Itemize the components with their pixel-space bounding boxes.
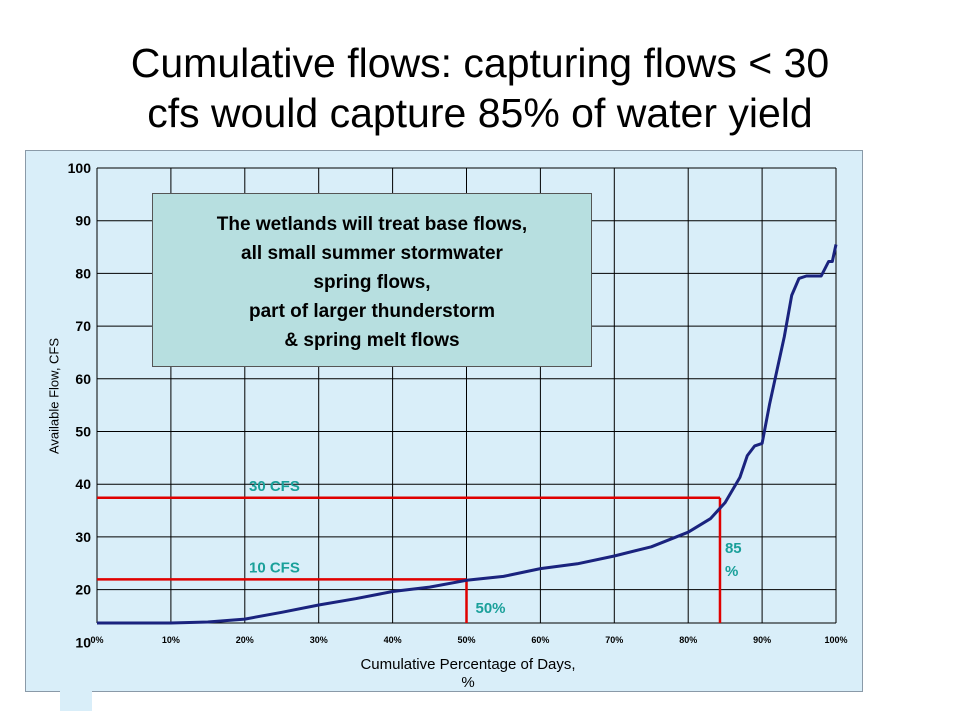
slide-title: Cumulative flows: capturing flows < 30 c… <box>0 38 960 138</box>
y-tick-label: 70 <box>75 318 91 334</box>
annotation-line-1: The wetlands will treat base flows, <box>216 214 528 235</box>
x-axis-label: Cumulative Percentage of Days, % <box>360 656 575 692</box>
x-tick-label: 90% <box>753 635 771 645</box>
marker-labels: 30 CFS 10 CFS 50% 85% <box>249 478 742 617</box>
y-tick-label: 50 <box>75 424 91 440</box>
annotation-line-2: all small summer stormwater <box>241 243 503 264</box>
y-axis-bottom-strip <box>60 683 92 711</box>
x-tick-label: 50% <box>457 635 475 645</box>
y-tick-label: 60 <box>75 371 91 387</box>
x-tick-label: 20% <box>236 635 254 645</box>
cumulative-flow-curve <box>97 244 838 625</box>
y-tick-label: 90 <box>75 213 91 229</box>
label-10cfs: 10 CFS <box>249 559 300 576</box>
x-tick-label: 80% <box>679 635 697 645</box>
axis-tick-labels: 10090807060504030201000%10%20%30%40%50%6… <box>68 160 848 703</box>
title-line-1: Cumulative flows: capturing flows < 30 <box>130 40 830 86</box>
label-85pct-line: % <box>725 563 738 580</box>
y-tick-label: 80 <box>75 265 91 281</box>
y-tick-label: 100 <box>68 160 92 176</box>
x-tick-label: 40% <box>384 635 402 645</box>
annotation-line-4: part of larger thunderstorm <box>249 301 495 322</box>
y-tick-label: 10 <box>75 634 91 650</box>
x-axis-label-line-2: % <box>461 674 475 691</box>
x-tick-label: 60% <box>531 635 549 645</box>
y-tick-label: 20 <box>75 582 91 598</box>
annotation-box: The wetlands will treat base flows, all … <box>152 193 592 367</box>
x-tick-label: 100% <box>824 635 847 645</box>
label-85pct-line: 85 <box>725 540 742 557</box>
x-tick-label: 10% <box>162 635 180 645</box>
cumulative-flow-curve-group <box>97 244 838 625</box>
x-tick-label: 70% <box>605 635 623 645</box>
label-50pct: 50% <box>476 600 506 617</box>
annotation-line-3: spring flows, <box>313 272 431 293</box>
x-tick-label: 0% <box>90 635 103 645</box>
y-tick-label: 40 <box>75 476 91 492</box>
x-tick-label: 30% <box>310 635 328 645</box>
y-axis-label: Available Flow, CFS <box>46 337 62 455</box>
y-tick-label: 30 <box>75 529 91 545</box>
x-axis-label-line-1: Cumulative Percentage of Days, <box>360 656 576 673</box>
flow-marker-lines <box>97 496 722 623</box>
label-30cfs: 30 CFS <box>249 478 300 495</box>
title-line-2: cfs would capture 85% of water yield <box>147 90 813 136</box>
annotation-line-5: & spring melt flows <box>284 330 460 351</box>
